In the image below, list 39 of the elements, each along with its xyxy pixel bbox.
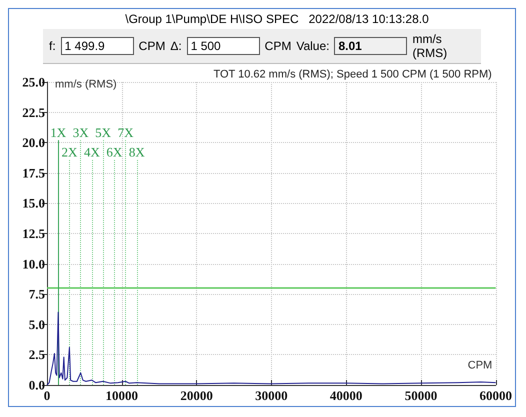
- y-tick-label: 2.5: [28, 347, 46, 362]
- y-axis-title: mm/s (RMS): [55, 78, 117, 90]
- text: mm/s (RMS): [412, 32, 448, 60]
- text: CPM: [138, 39, 166, 53]
- y-tick-label: 15.0: [22, 196, 45, 211]
- y-tick-label: 0.0: [28, 378, 45, 392]
- ref-line-label: 5X: [95, 125, 112, 140]
- y-tick-label: 12.5: [22, 226, 46, 241]
- text: f:: [49, 39, 56, 53]
- x-tick-label: 20000: [180, 388, 213, 403]
- text: Value:: [296, 39, 330, 53]
- ref-line-label: 2X: [61, 144, 78, 160]
- x-tick-label: 40000: [330, 388, 362, 403]
- x-axis-title: CPM: [468, 360, 492, 372]
- ref-line-label: 1X: [50, 125, 67, 140]
- x-tick-label: 0: [44, 388, 50, 403]
- y-tick-label: 25.0: [22, 74, 45, 90]
- ref-line-label: 8X: [128, 144, 146, 160]
- x-tick-label: 60000: [480, 388, 512, 403]
- chart-title: \Group 1\Pump\DE H\ISO SPEC 2022/08/13 10:13:28.0: [124, 11, 430, 26]
- chart-subtitle: TOT 10.62 mm/s (RMS); Speed 1 500 CPM (1 500 RPM): [213, 68, 492, 80]
- y-tick-label: 10.0: [22, 256, 45, 272]
- text-field: 8.01: [334, 37, 408, 55]
- ref-line-label: 7X: [118, 125, 134, 140]
- x-tick-label: 30000: [255, 388, 288, 403]
- ref-line-label: 6X: [106, 144, 123, 160]
- ref-line-label: 3X: [72, 125, 90, 140]
- y-tick-label: 7.5: [28, 286, 46, 302]
- x-tick-label: 50000: [404, 388, 438, 403]
- x-tick-label: 10000: [106, 388, 138, 403]
- y-tick-label: 20.0: [22, 135, 45, 150]
- text: Δ:: [170, 39, 182, 53]
- y-tick-label: 22.5: [22, 104, 46, 120]
- ref-line-label: 4X: [84, 144, 100, 160]
- text-field: 1 499.9: [60, 37, 134, 55]
- y-tick-label: 17.5: [22, 165, 46, 180]
- y-tick-label: 5.0: [28, 316, 45, 332]
- text: CPM: [264, 39, 292, 53]
- text-field: 1 500: [186, 37, 260, 55]
